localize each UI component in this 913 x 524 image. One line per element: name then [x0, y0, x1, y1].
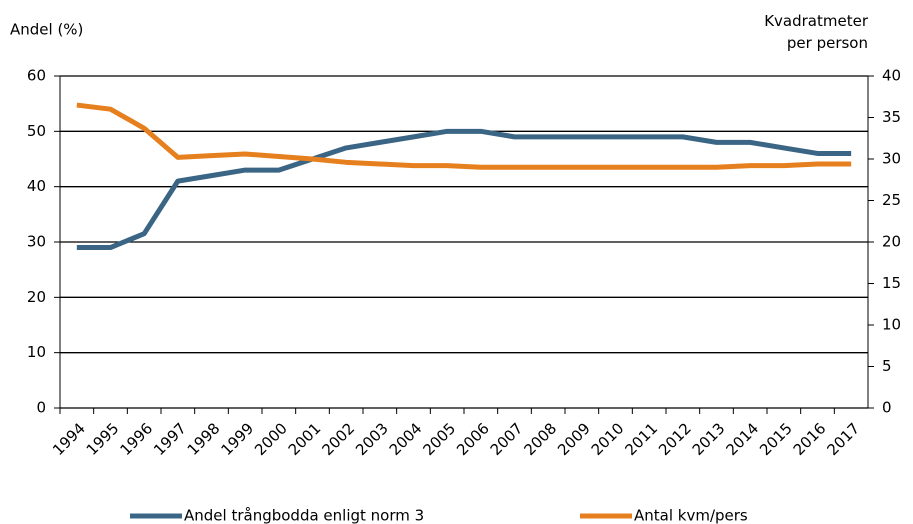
legend-label: Antal kvm/pers: [634, 507, 748, 524]
y-tick-label: 30: [27, 233, 46, 251]
x-tick-label: 1998: [184, 419, 224, 459]
y2-tick-label: 5: [882, 357, 892, 375]
x-tick-label: 2008: [520, 419, 560, 459]
y2-tick-label: 0: [882, 399, 892, 417]
y-axis-title: Andel (%): [10, 21, 83, 39]
x-tick-label: 1996: [116, 419, 156, 459]
y-tick-label: 50: [27, 122, 46, 140]
x-tick-label: 1999: [217, 419, 257, 459]
y2-tick-label: 15: [882, 274, 901, 292]
y-tick-label: 10: [27, 343, 46, 361]
x-tick-label: 2002: [318, 419, 358, 459]
x-tick-label: 2015: [756, 419, 796, 459]
y-tick-label: 40: [27, 177, 46, 195]
x-tick-label: 2005: [419, 419, 459, 459]
x-tick-label: 2007: [487, 419, 527, 459]
legend-label: Andel trångbodda enligt norm 3: [184, 507, 424, 524]
y2-tick-label: 40: [882, 67, 901, 85]
x-tick-label: 2001: [285, 419, 325, 459]
y2-axis-title: Kvadratmeter per person: [764, 12, 868, 52]
x-tick-label: 2006: [453, 419, 493, 459]
x-tick-label: 1997: [150, 419, 190, 459]
y2-tick-label: 30: [882, 150, 901, 168]
y2-tick-label: 25: [882, 191, 901, 209]
x-tick-label: 1995: [83, 419, 123, 459]
series-line: [76, 102, 852, 170]
y-tick-label: 20: [27, 288, 46, 306]
x-tick-label: 2014: [722, 419, 762, 459]
y2-tick-label: 10: [882, 316, 901, 334]
series-line: [76, 128, 852, 251]
y-tick-label: 0: [36, 399, 46, 417]
y2-tick-label: 35: [882, 108, 901, 126]
x-tick-label: 2003: [352, 419, 392, 459]
x-tick-label: 2013: [689, 419, 729, 459]
x-tick-label: 2009: [554, 419, 594, 459]
y-tick-label: 60: [27, 67, 46, 85]
x-tick-label: 2011: [621, 419, 661, 459]
x-tick-label: 2012: [655, 419, 695, 459]
x-tick-label: 2017: [823, 419, 863, 459]
y2-tick-label: 20: [882, 233, 901, 251]
x-tick-label: 2016: [790, 419, 830, 459]
x-tick-label: 2004: [386, 419, 426, 459]
x-tick-label: 2000: [251, 419, 291, 459]
x-tick-label: 2010: [588, 419, 628, 459]
x-tick-label: 1994: [49, 419, 89, 459]
